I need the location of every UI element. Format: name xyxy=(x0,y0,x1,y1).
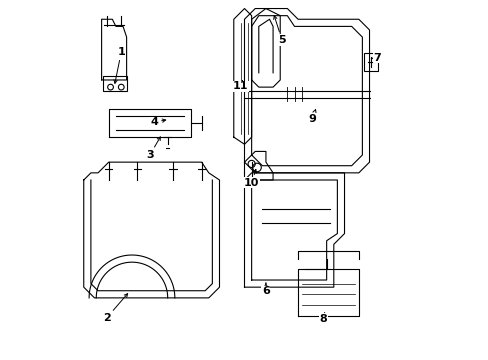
Text: 2: 2 xyxy=(103,294,127,323)
Text: 5: 5 xyxy=(273,16,285,45)
Text: 1: 1 xyxy=(114,47,125,83)
Text: 8: 8 xyxy=(319,313,326,324)
Text: 6: 6 xyxy=(262,283,269,296)
Text: 9: 9 xyxy=(308,109,316,123)
Text: 10: 10 xyxy=(244,170,259,188)
Text: 4: 4 xyxy=(150,117,165,127)
Text: 7: 7 xyxy=(371,53,381,63)
Text: 3: 3 xyxy=(146,137,160,160)
Text: 11: 11 xyxy=(233,81,248,91)
